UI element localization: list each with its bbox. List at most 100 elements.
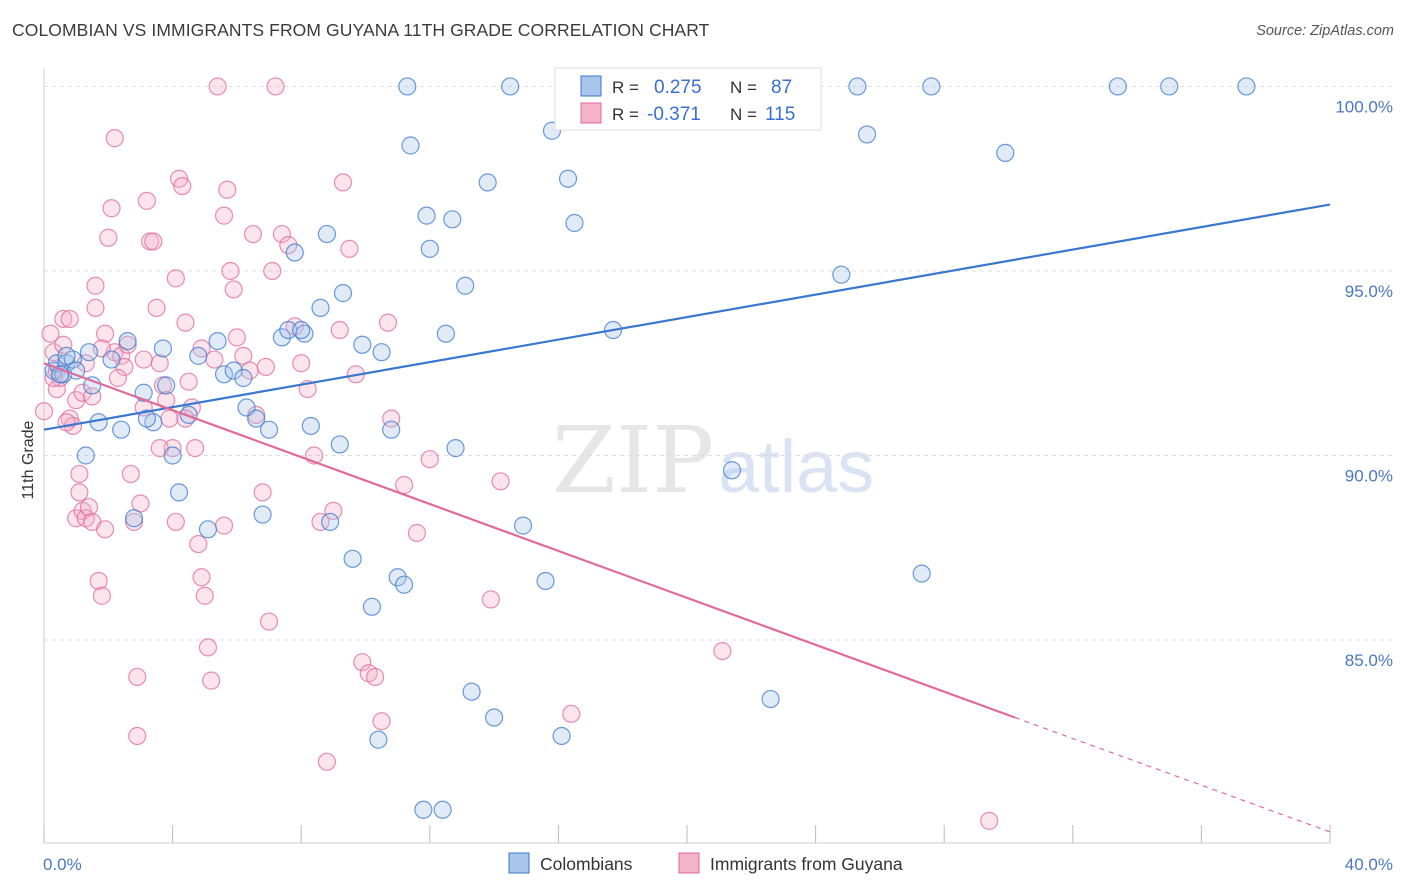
bottom-legend-guyana: Immigrants from Guyana xyxy=(710,854,903,874)
colombians-point xyxy=(317,224,337,244)
legend-swatch-guyana xyxy=(580,102,602,124)
guyana-point xyxy=(333,173,353,192)
guyana-point xyxy=(272,224,292,244)
trend-lines xyxy=(43,203,1331,833)
guyana-point xyxy=(980,811,999,830)
colombians-point xyxy=(83,376,102,395)
guyana-point xyxy=(218,180,237,199)
guyana-point xyxy=(86,276,105,295)
colombians-point xyxy=(259,420,279,439)
guyana-point xyxy=(99,228,118,247)
guyana-point xyxy=(366,667,385,687)
trend-line-guyana xyxy=(43,362,1016,719)
colombians-point xyxy=(369,730,388,749)
guyana-point xyxy=(340,239,359,258)
colombians-point xyxy=(857,125,877,144)
colombians-point xyxy=(1160,77,1179,96)
guyana-point xyxy=(208,77,227,96)
colombians-point xyxy=(153,339,173,358)
colombians-point xyxy=(112,420,131,439)
guyana-point xyxy=(79,498,99,517)
x-tick-label-max: 40.0% xyxy=(1345,855,1393,874)
colombians-point xyxy=(398,77,417,96)
guyana-point xyxy=(41,324,60,343)
series-colombians-points xyxy=(44,77,1256,819)
colombians-point xyxy=(848,77,867,96)
colombians-point xyxy=(382,420,401,439)
guyana-point xyxy=(562,704,581,723)
colombians-point xyxy=(189,346,208,365)
guyana-point xyxy=(192,568,211,587)
guyana-point xyxy=(253,483,272,502)
colombians-point xyxy=(446,439,465,458)
colombians-point xyxy=(253,505,272,524)
colombians-point xyxy=(372,343,391,362)
colombians-point xyxy=(224,361,243,380)
guyana-point xyxy=(353,653,372,672)
guyana-point xyxy=(372,712,391,731)
colombians-point xyxy=(912,564,931,583)
colombians-point xyxy=(333,284,353,303)
bottom-legend-swatch-colombians xyxy=(508,852,530,874)
chart-source: Source: ZipAtlas.com xyxy=(1256,23,1394,39)
y-tick-label: 85.0% xyxy=(1345,651,1393,670)
colombians-point xyxy=(1237,77,1256,96)
y-tick-label: 100.0% xyxy=(1335,97,1393,116)
colombians-point xyxy=(1108,77,1127,96)
guyana-point xyxy=(54,335,73,354)
legend-swatch-colombians xyxy=(580,75,602,97)
guyana-point xyxy=(70,483,89,502)
colombians-point xyxy=(330,435,349,454)
colombians-point xyxy=(501,77,520,96)
guyana-point xyxy=(378,313,398,332)
colombians-point xyxy=(996,143,1015,162)
y-tick-label: 95.0% xyxy=(1345,282,1393,301)
guyana-point xyxy=(95,324,115,343)
colombians-point xyxy=(57,346,76,365)
guyana-point xyxy=(105,129,124,148)
guyana-point xyxy=(266,77,285,96)
series-legend: Colombians Immigrants from Guyana xyxy=(508,852,903,874)
guyana-point xyxy=(256,357,275,377)
guyana-point xyxy=(202,671,221,690)
colombians-point xyxy=(311,298,330,317)
guyana-point xyxy=(324,501,343,520)
correlation-legend: R = 0.275 N = 87 R = -0.371 N = 115 xyxy=(554,67,822,131)
colombians-point xyxy=(478,173,497,192)
guyana-point xyxy=(214,516,234,535)
colombians-point xyxy=(417,206,436,225)
guyana-point xyxy=(330,320,349,340)
colombians-point xyxy=(353,335,372,354)
colombians-point xyxy=(285,243,304,262)
guyana-point xyxy=(713,641,732,661)
guyana-point xyxy=(317,752,337,771)
colombians-point xyxy=(558,169,578,188)
guyana-point xyxy=(166,269,185,288)
guyana-point xyxy=(263,261,282,281)
guyana-point xyxy=(160,409,179,428)
guyana-point xyxy=(86,298,105,317)
colombians-point xyxy=(401,136,420,155)
colombians-point xyxy=(76,446,95,465)
guyana-point xyxy=(166,512,185,532)
legend-r-value-1: 0.275 xyxy=(654,77,702,98)
colombians-point xyxy=(301,416,320,436)
guyana-point xyxy=(34,402,54,421)
colombians-point xyxy=(198,520,218,539)
guyana-point xyxy=(54,309,73,329)
watermark-atlas: atlas xyxy=(718,425,874,508)
guyana-point xyxy=(134,350,153,369)
colombians-point xyxy=(456,276,475,295)
guyana-point xyxy=(92,586,111,605)
colombians-point xyxy=(394,575,414,594)
colombians-point xyxy=(247,409,266,428)
axes xyxy=(43,68,1331,844)
x-tick-labels: 0.0% 40.0% xyxy=(43,855,1393,874)
series-guyana-points xyxy=(34,77,999,830)
guyana-point xyxy=(163,439,182,458)
colombians-point xyxy=(89,413,108,432)
guyana-point xyxy=(128,726,147,746)
colombians-point xyxy=(722,461,742,480)
guyana-point xyxy=(407,523,427,543)
